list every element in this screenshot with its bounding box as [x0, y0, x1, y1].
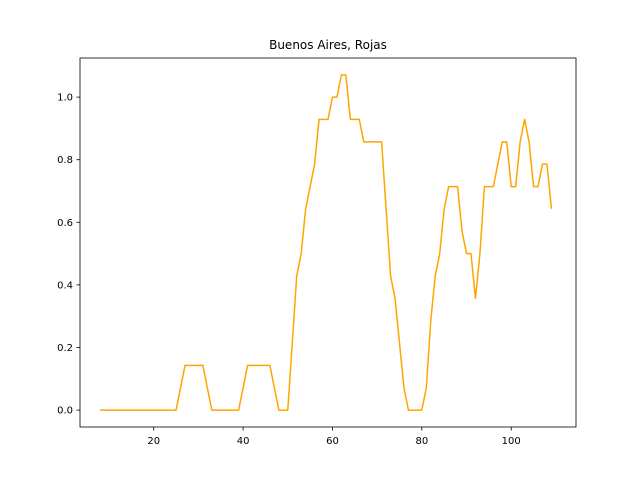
y-tick-label: 0.4 [57, 280, 73, 291]
x-tick-label: 40 [237, 436, 250, 447]
y-tick-label: 1.0 [57, 93, 73, 104]
y-tick-label: 0.2 [57, 343, 73, 354]
chart-title: Buenos Aires, Rojas [269, 38, 387, 52]
x-tick-label: 80 [415, 436, 428, 447]
x-tick-label: 100 [502, 436, 521, 447]
y-tick-label: 0.6 [57, 218, 73, 229]
plot-area [100, 74, 553, 411]
y-axis: 0.0 0.2 0.4 0.6 0.8 1.0 [57, 93, 80, 417]
axes-frame [79, 57, 577, 428]
x-tick-label: 60 [326, 436, 339, 447]
series-line-0 [100, 74, 553, 411]
y-tick-label: 0.8 [57, 155, 73, 166]
x-axis: 20 40 60 80 100 [147, 427, 521, 447]
y-tick-label: 0.0 [57, 406, 73, 417]
x-tick-label: 20 [147, 436, 160, 447]
